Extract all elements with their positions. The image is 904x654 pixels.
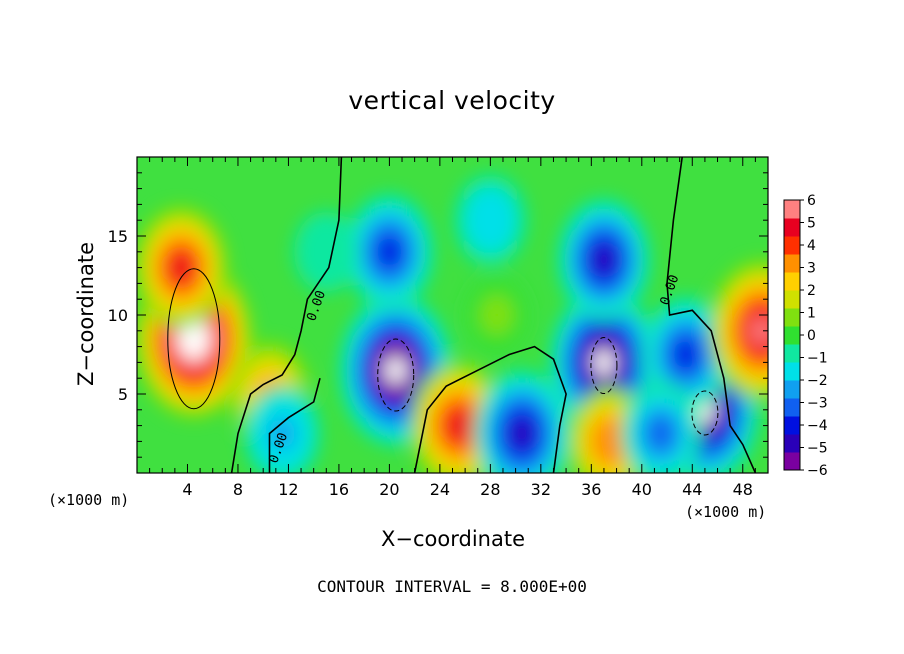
colorbar-swatch: [784, 290, 800, 309]
heatmap-feature-17: [475, 202, 506, 239]
colorbar-tick-label: 3: [807, 261, 816, 277]
heatmap-feature-8: [750, 317, 768, 345]
x-tick-label: 16: [329, 480, 349, 499]
colorbar-swatch: [784, 380, 800, 399]
chart-title: vertical velocity: [348, 86, 556, 115]
x-tick-label: 36: [581, 480, 601, 499]
colorbar-swatch: [784, 326, 800, 345]
colorbar-swatch: [784, 398, 800, 417]
colorbar: 6 5 4 3 2 1 0 −1 −2 −3 −4 −5 −6: [783, 193, 828, 479]
zero-contour-3: [413, 345, 567, 473]
plot-area: 0.000.000.00: [137, 157, 768, 473]
inner-contour-0: [167, 268, 221, 410]
colorbar-swatch: [784, 452, 800, 471]
colorbar-swatch: [784, 434, 800, 453]
inner-contour-1: [377, 338, 415, 412]
colorbar-swatch: [784, 200, 800, 219]
colorbar-tick-label: 2: [807, 283, 816, 299]
x-tick-label: 12: [278, 480, 298, 499]
heatmap-feature-7: [673, 339, 698, 370]
colorbar-tick-label: 4: [807, 238, 816, 254]
y-tick-label: 5: [118, 385, 128, 404]
colorbar-swatch: [784, 272, 800, 291]
heatmap-feature-0: [183, 326, 204, 352]
colorbar-tick-label: −6: [807, 463, 828, 479]
heatmap-feature-14: [479, 294, 514, 336]
colorbar-swatch: [784, 416, 800, 435]
x-axis-label: X−coordinate: [381, 527, 525, 551]
heatmap-feature-15: [647, 417, 674, 450]
colorbar-swatch: [784, 344, 800, 363]
x-tick-label: 4: [182, 480, 192, 499]
heatmap-feature-11: [598, 427, 622, 456]
zero-contour-0: [230, 157, 343, 473]
inner-contour-2: [590, 337, 618, 395]
x-unit-left: (×1000 m): [48, 491, 130, 509]
colorbar-swatch: [784, 308, 800, 327]
heatmap-feature-10: [510, 419, 534, 448]
colorbar-tick-label: 0: [807, 328, 816, 344]
x-tick-label: 40: [632, 480, 652, 499]
colorbar-swatch: [784, 236, 800, 255]
x-tick-label: 44: [682, 480, 702, 499]
heatmap-feature-4: [593, 349, 615, 376]
x-tick-label: 8: [233, 480, 243, 499]
x-tick-label: 48: [733, 480, 753, 499]
zero-contour-2: [268, 377, 321, 473]
colorbar-tick-label: −1: [807, 351, 828, 367]
y-tick-label: 15: [108, 227, 128, 246]
x-tick-label: 24: [430, 480, 450, 499]
colorbar-tick-label: −2: [807, 373, 828, 389]
zero-contour-1: [666, 157, 757, 473]
x-tick-label: 20: [379, 480, 399, 499]
colorbar-tick-label: −5: [807, 441, 828, 457]
inner-contour-3: [691, 390, 719, 436]
heatmap-feature-9: [447, 411, 471, 440]
colorbar-tick-label: −3: [807, 396, 828, 412]
y-tick-label: 10: [108, 306, 128, 325]
colorbar-swatch: [784, 254, 800, 273]
colorbar-tick-label: 5: [807, 216, 816, 232]
y-axis-label: Z−coordinate: [74, 242, 98, 386]
heatmap-feature-3: [377, 237, 402, 267]
colorbar-swatch: [784, 218, 800, 237]
colorbar-tick-label: 1: [807, 306, 816, 322]
contour-interval-note: CONTOUR INTERVAL = 8.000E+00: [317, 577, 587, 596]
heatmap-feature-16: [308, 229, 345, 274]
x-tick-label: 28: [480, 480, 500, 499]
heatmap-feature-2: [385, 357, 407, 384]
x-unit-right: (×1000 m): [685, 503, 767, 521]
heatmap-feature-5: [592, 246, 615, 274]
heatmap-feature-13: [269, 418, 295, 449]
heatmap-feature-1: [170, 254, 193, 282]
colorbar-swatch: [784, 362, 800, 381]
x-tick-label: 32: [531, 480, 551, 499]
colorbar-tick-label: 6: [807, 193, 816, 209]
colorbar-tick-label: −4: [807, 418, 828, 434]
